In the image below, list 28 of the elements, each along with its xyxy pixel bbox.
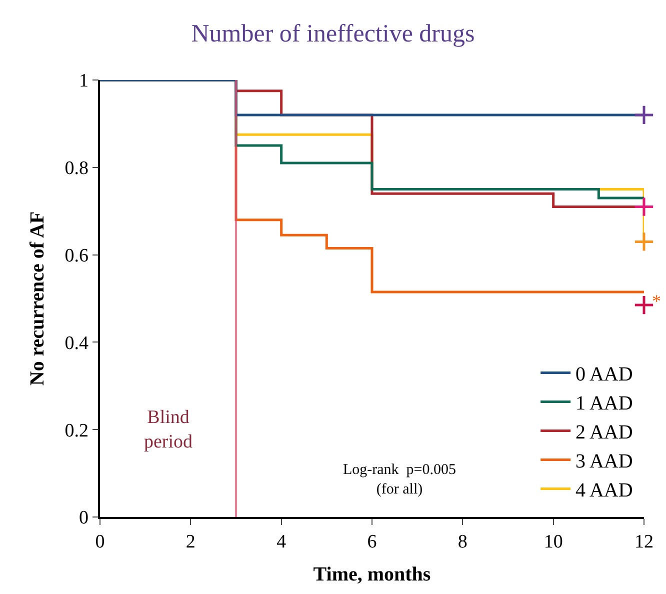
ref-line-label: Blind period <box>144 407 194 453</box>
y-tick-label: 1 <box>78 70 88 92</box>
legend-label: 3 AAD <box>576 450 633 473</box>
annotation: Log-rank p=0.005 (for all) <box>343 462 456 498</box>
x-tick-label: 6 <box>367 532 377 553</box>
y-tick-label: 0.4 <box>64 332 89 354</box>
x-tick-label: 4 <box>276 532 287 553</box>
x-tick-label: 8 <box>458 532 468 553</box>
y-tick-label: 0 <box>78 508 88 529</box>
point <box>634 294 654 316</box>
legend-label: 1 AAD <box>576 392 633 415</box>
x-tick-label: 0 <box>95 532 105 553</box>
y-tick-label: 0.8 <box>64 158 88 180</box>
legend-label: 4 AAD <box>576 480 633 502</box>
x-tick-label: 2 <box>186 532 196 553</box>
legend-label: 0 AAD <box>576 364 633 386</box>
y-tick-label: 0.6 <box>64 245 88 266</box>
point <box>634 196 654 218</box>
y-axis-title: No recurrence of AF <box>26 211 49 386</box>
x-tick-label: 12 <box>634 532 654 553</box>
point <box>634 104 654 126</box>
x-tick-label: 10 <box>544 532 563 553</box>
legend-label: 2 AAD <box>576 422 633 444</box>
x-axis-title: Time, months <box>313 564 431 586</box>
chart-title: Number of ineffective drugs <box>191 20 475 48</box>
annotation: * <box>652 291 661 311</box>
y-tick-label: 0.2 <box>64 420 88 442</box>
point <box>634 231 654 252</box>
